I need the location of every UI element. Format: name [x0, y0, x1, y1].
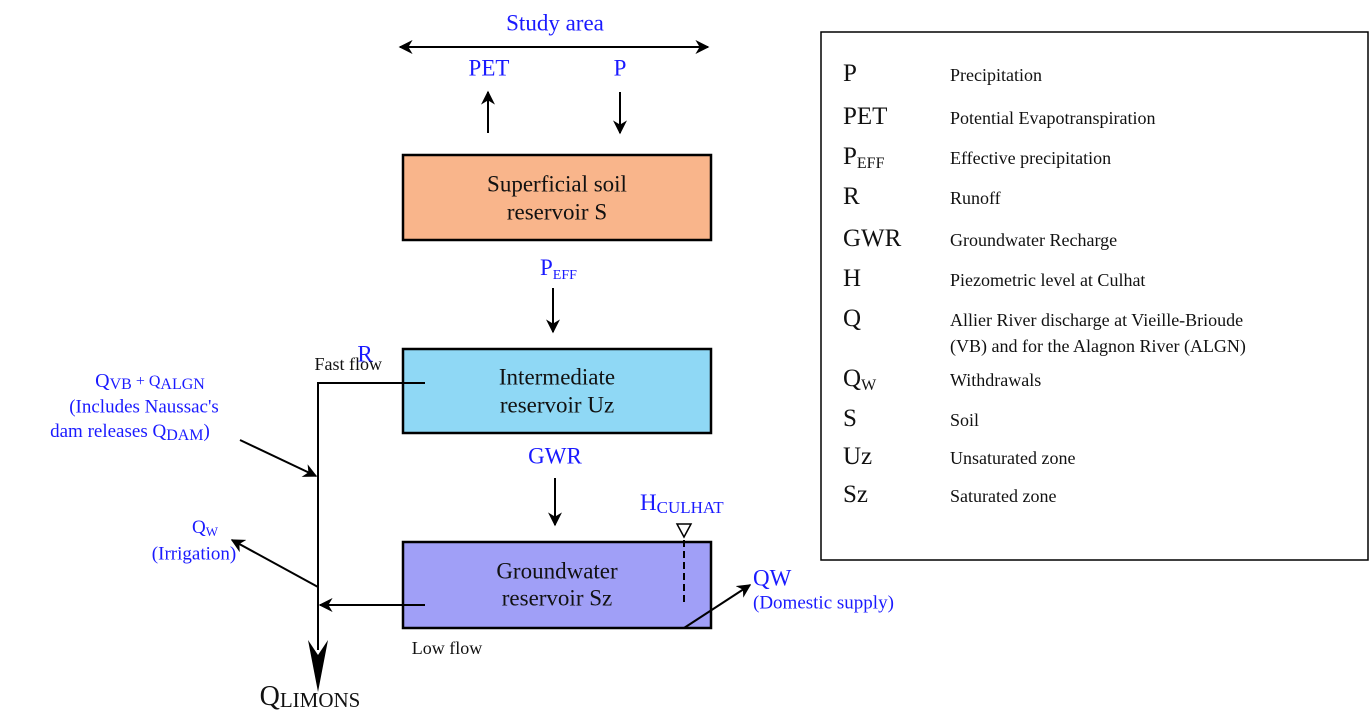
legend-symbol-sub: EFF [857, 155, 885, 172]
dam-close: ) [204, 421, 210, 442]
legend-symbol: Sz [843, 481, 868, 508]
peff-main: P [540, 255, 553, 280]
domestic-arrow [683, 584, 752, 629]
legend-symbol-main: Q [843, 305, 861, 332]
legend-description: Unsaturated zone [950, 448, 1075, 468]
legend-symbol: GWR [843, 225, 902, 252]
inflow-note: (Includes Naussac's [69, 396, 219, 417]
legend-symbol: H [843, 265, 861, 292]
inflow-label: QVB + QALGN [95, 370, 205, 393]
legend-symbol: Q [843, 305, 861, 332]
peff-label: PEFF [540, 255, 577, 283]
qw-main: Q [192, 517, 206, 538]
q-sub: VB [110, 376, 132, 393]
legend-description: Potential Evapotranspiration [950, 108, 1155, 128]
legend-symbol-sub: W [861, 377, 877, 394]
irrigation-note: (Irrigation) [152, 543, 236, 564]
h-label: HCULHAT [640, 490, 724, 517]
intermediate-box [401, 347, 713, 435]
legend-description: Groundwater Recharge [950, 230, 1117, 250]
legend-description: Precipitation [950, 65, 1042, 85]
fast-flow-path [317, 382, 425, 650]
legend-description: Saturated zone [950, 486, 1056, 506]
legend-symbol: S [843, 405, 857, 432]
legend-symbol: PET [843, 103, 887, 130]
q-plus: + Q [132, 373, 161, 390]
legend-symbol-main: S [843, 405, 857, 432]
legend-description: Piezometric level at Culhat [950, 270, 1145, 290]
legend-symbol-main: Q [843, 365, 861, 392]
legend-symbol-main: GWR [843, 225, 902, 252]
water-level-symbol [675, 523, 693, 539]
legend-symbol-main: P [843, 60, 857, 87]
node-text: reservoir S [507, 199, 607, 224]
qw-domestic-note: (Domestic supply) [753, 592, 894, 613]
q-limons-label: QLIMONS [260, 681, 361, 712]
legend-symbol: R [843, 183, 860, 210]
legend-symbol: QW [843, 365, 877, 394]
fast-flow-label: Fast flow [315, 354, 383, 374]
q-main: Q [95, 370, 110, 392]
legend-description: Allier River discharge at Vieille-Brioud… [950, 310, 1243, 330]
qw-irrigation-label: QW [192, 517, 219, 539]
legend-description: Effective precipitation [950, 148, 1111, 168]
q-limons-sub: LIMONS [280, 688, 361, 712]
legend-symbol-main: Uz [843, 443, 872, 470]
legend-symbol-main: Sz [843, 481, 868, 508]
legend-symbol: Uz [843, 443, 872, 470]
title: Study area [506, 10, 604, 35]
peff-sub: EFF [553, 268, 577, 283]
h-main: H [640, 490, 657, 515]
q-sub: ALGN [160, 376, 205, 393]
legend-symbol-main: R [843, 183, 860, 210]
dam-text: dam releases Q [50, 421, 166, 442]
legend: P Precipitation PET Potential Evapotranspir… [843, 60, 1246, 508]
legend-description: (VB) and for the Alagnon River (ALGN) [950, 336, 1246, 357]
outlet-arrowhead [308, 640, 328, 692]
legend-symbol-main: H [843, 265, 861, 292]
qw-domestic-label: QW [753, 565, 792, 590]
node-text: reservoir Uz [500, 392, 614, 417]
dam-sub: DAM [166, 427, 203, 444]
groundwater-box [401, 540, 713, 630]
node-text: Superficial soil [487, 171, 627, 196]
legend-description: Withdrawals [950, 370, 1041, 390]
legend-description: Soil [950, 410, 979, 430]
legend-symbol: PEFF [843, 143, 885, 172]
legend-symbol-main: P [843, 143, 857, 170]
low-flow-label: Low flow [412, 638, 483, 658]
h-sub: CULHAT [657, 498, 725, 517]
pet-label: PET [469, 55, 510, 80]
gwr-label: GWR [528, 443, 582, 468]
inflow-note: dam releases QDAM) [50, 421, 210, 443]
node-text: reservoir Sz [502, 585, 613, 610]
soil-box [401, 153, 713, 242]
p-label: P [614, 55, 627, 80]
node-text: Groundwater [496, 558, 618, 583]
irrigation-arrow [230, 539, 319, 588]
node-text: Intermediate [499, 364, 615, 389]
q-limons-main: Q [260, 681, 280, 712]
legend-description: Runoff [950, 188, 1001, 208]
inflow-arrow [239, 439, 318, 477]
legend-box [820, 31, 1369, 561]
legend-symbol: P [843, 60, 857, 87]
legend-symbol-main: PET [843, 103, 887, 130]
qw-sub: W [206, 524, 219, 539]
r-label: R [357, 341, 373, 366]
